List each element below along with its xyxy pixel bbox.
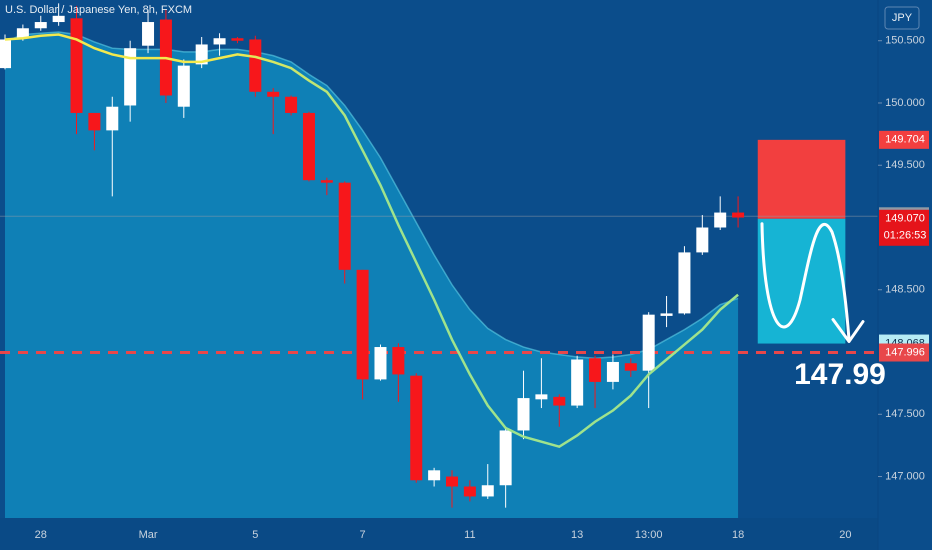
- y-tick-label: 147.000: [885, 470, 925, 482]
- target-zone: [757, 218, 846, 344]
- currency-button[interactable]: [884, 6, 920, 30]
- candle-body: [499, 430, 512, 486]
- chart-title: U.S. Dollar / Japanese Yen, 8h, FXCM: [5, 4, 192, 16]
- candle-body: [52, 15, 65, 23]
- candle-body: [410, 375, 423, 481]
- price-label: 149.704: [885, 134, 925, 146]
- y-tick-label: 150.000: [885, 97, 925, 109]
- stop-zone: [757, 139, 846, 219]
- y-tick-label: 148.500: [885, 284, 925, 296]
- ma-area-fill: [5, 32, 739, 518]
- x-tick-label: 7: [360, 529, 366, 541]
- candle-body: [535, 394, 548, 400]
- candle-body: [642, 314, 655, 371]
- y-tick-label: 147.500: [885, 408, 925, 420]
- price-label-bg: [879, 209, 929, 246]
- candle-body: [88, 112, 101, 131]
- candle-body: [463, 486, 476, 497]
- candle-body: [517, 398, 530, 431]
- candle-body: [356, 269, 369, 380]
- ma-line: [4, 33, 739, 449]
- candle-body: [714, 212, 727, 228]
- price-label: 147.996: [885, 346, 925, 358]
- annotation: 147.99: [794, 358, 886, 391]
- candle-body: [124, 48, 137, 106]
- candle-body: [392, 347, 405, 375]
- y-tick-label: 149.500: [885, 159, 925, 171]
- drawn-curve: [760, 222, 851, 342]
- x-tick-label: 5: [252, 529, 258, 541]
- candle-body: [660, 313, 673, 316]
- candle-body: [696, 227, 709, 253]
- candle-body: [446, 476, 458, 487]
- x-tick-label: Mar: [139, 529, 158, 541]
- candle-body: [624, 363, 637, 371]
- candle-body: [732, 212, 745, 218]
- x-tick-label: 11: [464, 529, 475, 541]
- x-tick-label: 13:00: [635, 529, 663, 541]
- price-label-bg: [879, 130, 929, 149]
- candle-body: [0, 39, 11, 69]
- y-tick-label: 150.500: [885, 35, 925, 47]
- candle-body: [213, 38, 226, 45]
- candle-body: [553, 396, 566, 406]
- candle-body: [106, 106, 119, 131]
- candle-body: [16, 28, 29, 39]
- price-label-bg: [879, 343, 929, 362]
- candle-body: [428, 470, 441, 481]
- candle-body: [374, 347, 387, 380]
- candle-body: [34, 22, 47, 29]
- candle-body: [285, 96, 298, 113]
- x-tick-label: 13: [571, 529, 583, 541]
- x-tick-label: 20: [839, 529, 851, 541]
- countdown-label: 01:26:53: [884, 230, 927, 242]
- candle-body: [249, 39, 262, 92]
- candle-body: [70, 18, 83, 113]
- candle-body: [302, 112, 315, 181]
- currency-button-label[interactable]: JPY: [892, 12, 913, 24]
- candle-body: [589, 358, 602, 382]
- x-tick-label: 28: [35, 529, 47, 541]
- candle-body: [678, 252, 691, 314]
- candle-body: [320, 180, 333, 183]
- x-axis-strip: [0, 518, 878, 550]
- candle-body: [338, 182, 351, 270]
- candle-body: [481, 485, 494, 497]
- candle-body: [142, 22, 155, 46]
- plot-area: [0, 3, 878, 518]
- candle-body: [195, 44, 208, 65]
- candle-body: [571, 359, 584, 406]
- candle-body: [606, 361, 619, 382]
- x-tick-label: 18: [732, 529, 744, 541]
- price-label: 149.070: [885, 213, 925, 225]
- drawn-arrow: [831, 318, 865, 344]
- price-axis: 150.500 150.000 149.500 148.500 147.500 147.0…: [878, 35, 929, 482]
- candle-body: [177, 65, 190, 107]
- candle-body: [231, 38, 244, 41]
- candle-body: [267, 91, 280, 97]
